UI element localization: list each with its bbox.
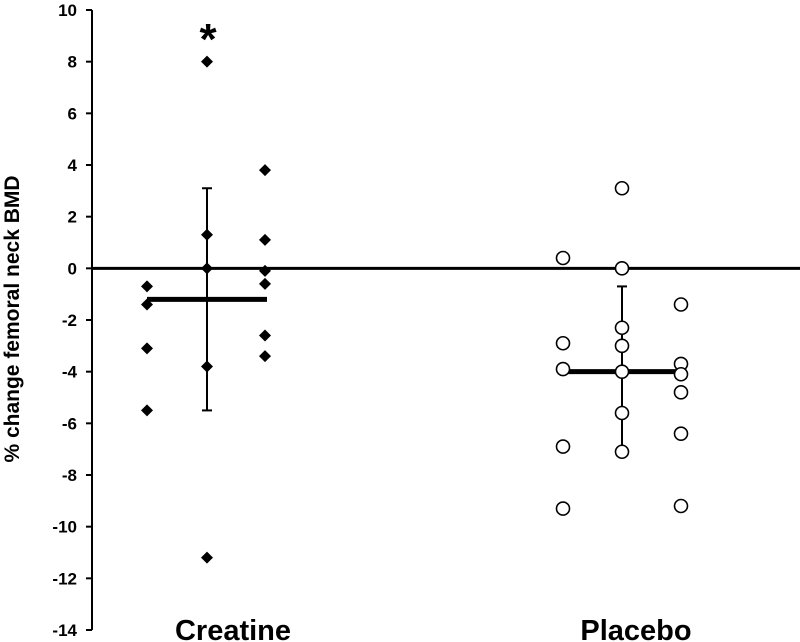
data-point-creatine [141, 342, 153, 355]
data-point-creatine [259, 277, 271, 290]
data-point-placebo [673, 426, 689, 441]
data-point-placebo [614, 320, 630, 336]
category-label-creatine: Creatine [175, 615, 291, 642]
data-point-placebo [614, 261, 630, 276]
data-point-placebo [614, 338, 630, 354]
y-tick-label: 2 [68, 208, 77, 227]
y-tick-label: -12 [52, 569, 77, 588]
y-tick-label: 0 [68, 259, 77, 278]
data-point-placebo [673, 366, 689, 382]
data-point-placebo [614, 364, 630, 379]
data-marks [141, 55, 689, 564]
data-point-placebo [673, 385, 689, 400]
category-label-placebo: Placebo [580, 615, 691, 642]
data-point-creatine [201, 551, 213, 564]
data-point-placebo [614, 180, 630, 196]
data-point-creatine [201, 262, 213, 275]
data-point-placebo [555, 439, 571, 454]
y-tick-label: 8 [68, 53, 77, 72]
data-point-placebo [555, 501, 571, 516]
y-axis-title: % change femoral neck BMD [1, 175, 24, 462]
data-point-placebo [614, 405, 630, 421]
category-labels: Creatine Placebo [175, 615, 692, 642]
data-point-creatine [259, 329, 271, 342]
y-tick-label: -14 [52, 621, 77, 640]
y-tick-label: -6 [62, 414, 77, 433]
y-tick-label: 6 [68, 104, 77, 123]
data-point-placebo [673, 498, 689, 514]
data-point-placebo [555, 361, 571, 377]
data-point-placebo [614, 444, 630, 460]
data-point-placebo [555, 335, 571, 351]
data-point-creatine [259, 233, 271, 246]
y-tick-label: 4 [68, 156, 78, 175]
y-tick-label: -2 [62, 311, 77, 330]
data-point-placebo [673, 297, 689, 312]
data-point-creatine [141, 404, 153, 417]
y-tick-label: -8 [62, 466, 77, 485]
data-point-creatine [259, 164, 271, 177]
y-tick-label: -10 [52, 518, 77, 537]
data-point-creatine [201, 360, 213, 373]
axes: 10 8 6 4 2 0 -2 -4 -6 -8 -10 -12 -14 [52, 1, 800, 640]
data-point-placebo [555, 250, 571, 266]
significance-asterisk: * [199, 15, 217, 64]
data-point-creatine [259, 350, 271, 363]
data-point-creatine [141, 280, 153, 293]
data-point-creatine [201, 228, 213, 241]
y-tick-label: -4 [62, 363, 78, 382]
data-point-creatine [201, 55, 213, 68]
y-tick-label: 10 [58, 1, 77, 20]
data-point-creatine [259, 264, 271, 277]
data-point-creatine [141, 298, 153, 311]
